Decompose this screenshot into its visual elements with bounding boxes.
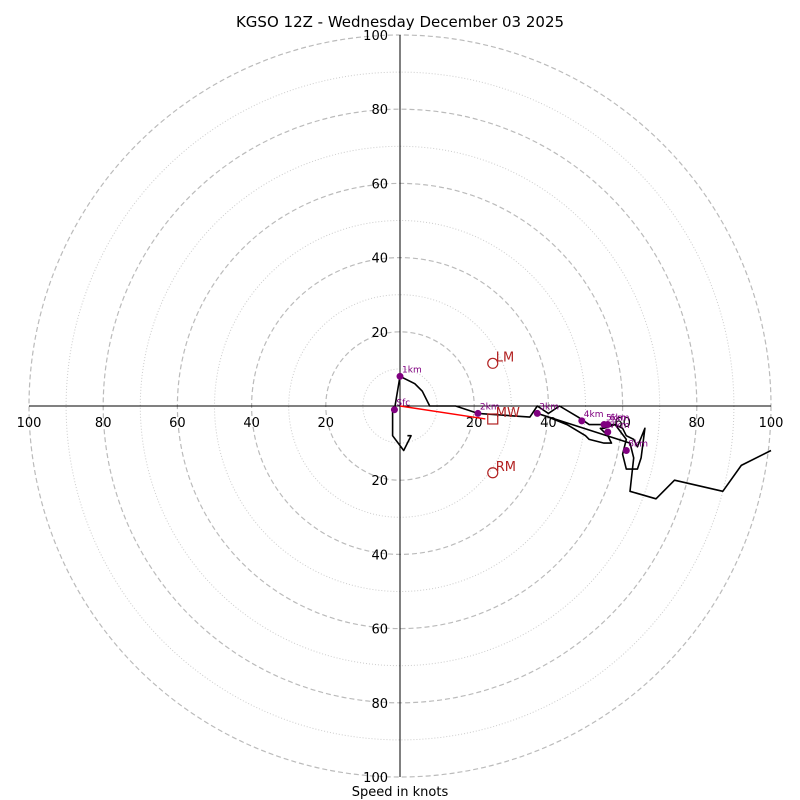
- storm-motion-label-RM: RM: [496, 460, 516, 475]
- tick-label-bottom-20: 20: [371, 474, 388, 489]
- storm-motion-marker-LM: [487, 357, 499, 369]
- tick-label-top-60: 60: [371, 177, 388, 192]
- tick-label-left-100: 100: [17, 416, 42, 431]
- height-marker-2km: [474, 409, 482, 417]
- height-label-8km: 8km: [628, 440, 648, 450]
- height-label-5km: 5km: [606, 414, 626, 424]
- tick-label-bottom-100: 100: [363, 771, 388, 786]
- storm-motion-label-LM: LM: [496, 350, 514, 365]
- tick-label-bottom-60: 60: [371, 623, 388, 638]
- height-marker-6km: [604, 421, 612, 429]
- shear-vector: [399, 405, 486, 420]
- tick-label-left-20: 20: [318, 416, 335, 431]
- tick-label-right-80: 80: [689, 416, 706, 431]
- height-label-7km: 7km: [610, 421, 630, 431]
- tick-label-left-60: 60: [169, 416, 186, 431]
- storm-motion-marker-MW: [487, 413, 499, 425]
- height-marker-1km: [396, 372, 404, 380]
- hodograph-surface-segment: [391, 409, 412, 452]
- tick-label-right-40: 40: [540, 416, 557, 431]
- hodograph-trace: [393, 375, 772, 500]
- tick-label-top-40: 40: [371, 252, 388, 267]
- height-marker-3km: [533, 409, 541, 417]
- height-label-6km: 6km: [610, 414, 630, 424]
- tick-label-top-80: 80: [371, 103, 388, 118]
- height-label-1km: 1km: [402, 365, 422, 375]
- tick-label-top-20: 20: [371, 326, 388, 341]
- tick-label-right-60: 60: [614, 416, 631, 431]
- height-label-4km: 4km: [584, 410, 604, 420]
- tick-label-right-20: 20: [466, 416, 483, 431]
- wind-profile: [391, 375, 772, 500]
- tick-label-left-40: 40: [243, 416, 260, 431]
- height-marker-Sfc: [390, 406, 398, 414]
- tick-label-bottom-80: 80: [371, 697, 388, 712]
- chart-title: KGSO 12Z - Wednesday December 03 2025: [236, 13, 564, 31]
- x-axis-label: Speed in knots: [352, 785, 449, 800]
- tick-label-bottom-40: 40: [371, 548, 388, 563]
- height-label-3km: 3km: [539, 402, 559, 412]
- storm-motion-label-MW: MW: [496, 406, 520, 421]
- storm-motions: LM MW RM: [487, 350, 520, 479]
- height-marker-8km: [622, 447, 630, 455]
- height-marker-7km: [604, 428, 612, 436]
- height-label-Sfc: Sfc: [396, 399, 410, 409]
- height-marker-4km: [578, 417, 586, 425]
- tick-label-top-100: 100: [363, 29, 388, 44]
- tick-label-right-100: 100: [759, 416, 784, 431]
- tick-labels: 20 20 20 20 40 40 40 40 60 60 60 60 80 80 80 80 100 100 10…: [17, 29, 784, 786]
- height-label-2km: 2km: [480, 402, 500, 412]
- tick-label-left-80: 80: [95, 416, 112, 431]
- storm-motion-marker-RM: [487, 467, 499, 479]
